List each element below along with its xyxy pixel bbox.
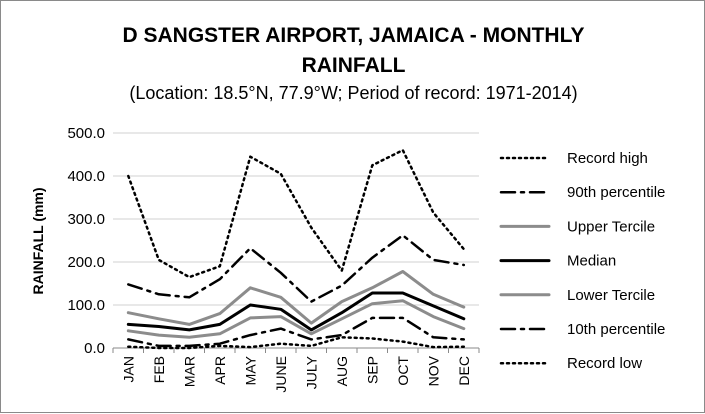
legend: Record high 90th percentile Upper Tercile M… — [499, 150, 665, 372]
gridlines — [113, 132, 479, 349]
series-line-record-high — [127, 148, 466, 279]
x-tick-label: MAR — [181, 356, 197, 387]
legend-label: Record high — [567, 150, 648, 167]
y-tick-label: 400.0 — [67, 168, 105, 185]
legend-label: Upper Tercile — [567, 218, 655, 235]
x-tick-label: NOV — [425, 355, 441, 386]
x-tick-labels: JAN FEB MAR APR MAY JUNE JULY AUG SEP OCT NOV DEC — [120, 355, 472, 392]
legend-label: 90th percentile — [567, 184, 665, 201]
series-line-lower-tercile — [126, 299, 466, 339]
axes — [112, 347, 480, 353]
series-line-upper-tercile — [126, 270, 466, 326]
y-tick-label: 300.0 — [67, 211, 105, 228]
x-tick-label: JULY — [303, 355, 319, 389]
x-tick-label: APR — [212, 356, 228, 385]
legend-label: 10th percentile — [567, 321, 665, 338]
y-tick-label: 200.0 — [67, 254, 105, 271]
chart-title: D SANGSTER AIRPORT, JAMAICA - MONTHLY RA… — [1, 21, 705, 81]
x-tick-label: DEC — [456, 356, 472, 386]
legend-label: Median — [567, 253, 616, 270]
x-tick-label: AUG — [334, 356, 350, 386]
series-line-10th-percentile — [127, 316, 466, 348]
x-tick-label: SEP — [364, 356, 380, 384]
y-tick-label: 100.0 — [67, 297, 105, 314]
legend-label: Record low — [567, 355, 642, 372]
series-lines — [126, 148, 466, 350]
chart-title-line-1: D SANGSTER AIRPORT, JAMAICA - MONTHLY — [122, 24, 585, 47]
chart-subtitle: (Location: 18.5°N, 77.9°W; Period of rec… — [129, 83, 578, 103]
series-line-90th-percentile — [127, 234, 466, 303]
x-tick-label: FEB — [151, 356, 167, 383]
x-tick-label: OCT — [395, 356, 411, 386]
series-line-median — [126, 291, 466, 332]
series-line-record-low — [127, 336, 466, 350]
legend-label: Lower Tercile — [567, 287, 655, 304]
x-tick-label: MAY — [242, 355, 258, 385]
y-tick-label: 0.0 — [84, 340, 105, 357]
x-tick-label: JAN — [120, 356, 136, 382]
y-tick-labels: 0.0 100.0 200.0 300.0 400.0 500.0 — [67, 125, 105, 357]
chart-title-line-2: RAINFALL — [301, 54, 406, 77]
y-tick-label: 500.0 — [67, 125, 105, 142]
y-axis-label: RAINFALL (mm) — [30, 187, 46, 294]
x-tick-label: JUNE — [273, 356, 289, 393]
